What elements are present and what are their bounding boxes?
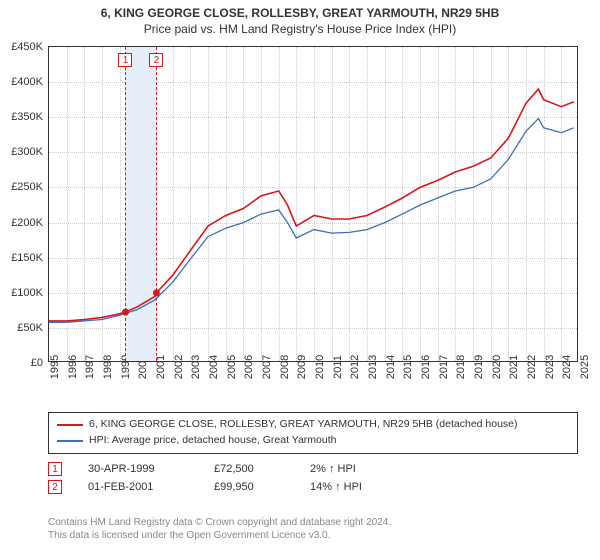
x-tick-label: 2025 bbox=[579, 355, 591, 379]
legend: 6, KING GEORGE CLOSE, ROLLESBY, GREAT YA… bbox=[48, 412, 578, 454]
marker-dot bbox=[122, 309, 129, 316]
chart-container: { "title_line1": "6, KING GEORGE CLOSE, … bbox=[0, 0, 600, 560]
y-tick-label: £400K bbox=[11, 76, 43, 88]
legend-swatch bbox=[57, 440, 83, 442]
marker-price: £72,500 bbox=[214, 463, 284, 475]
plot-area: £0£50K£100K£150K£200K£250K£300K£350K£400… bbox=[48, 46, 578, 362]
footer-attribution: Contains HM Land Registry data © Crown c… bbox=[48, 516, 391, 542]
legend-label: 6, KING GEORGE CLOSE, ROLLESBY, GREAT YA… bbox=[89, 417, 518, 433]
marker-dot bbox=[153, 289, 160, 296]
marker-data-row: 1 30-APR-1999 £72,500 2% ↑ HPI bbox=[48, 462, 362, 476]
chart-svg bbox=[49, 47, 579, 363]
marker-pct: 2% ↑ HPI bbox=[310, 463, 356, 475]
chart-title-line2: Price paid vs. HM Land Registry's House … bbox=[0, 22, 600, 40]
y-tick-label: £250K bbox=[11, 181, 43, 193]
legend-item: 6, KING GEORGE CLOSE, ROLLESBY, GREAT YA… bbox=[57, 417, 569, 433]
marker-date: 01-FEB-2001 bbox=[88, 481, 188, 493]
legend-item: HPI: Average price, detached house, Grea… bbox=[57, 433, 569, 449]
marker-data-row: 2 01-FEB-2001 £99,950 14% ↑ HPI bbox=[48, 480, 362, 494]
marker-price: £99,950 bbox=[214, 481, 284, 493]
y-tick-label: £450K bbox=[11, 41, 43, 53]
marker-id-box: 1 bbox=[48, 462, 62, 476]
y-tick-label: £350K bbox=[11, 111, 43, 123]
chart-title-line1: 6, KING GEORGE CLOSE, ROLLESBY, GREAT YA… bbox=[0, 0, 600, 22]
legend-swatch bbox=[57, 424, 83, 426]
series-line bbox=[49, 119, 574, 323]
legend-label: HPI: Average price, detached house, Grea… bbox=[89, 433, 336, 449]
y-tick-label: £200K bbox=[11, 217, 43, 229]
footer-line2: This data is licensed under the Open Gov… bbox=[48, 529, 391, 542]
y-tick-label: £150K bbox=[11, 252, 43, 264]
y-tick-label: £0 bbox=[31, 357, 43, 369]
marker-data-table: 1 30-APR-1999 £72,500 2% ↑ HPI 2 01-FEB-2001 £… bbox=[48, 462, 362, 498]
marker-date: 30-APR-1999 bbox=[88, 463, 188, 475]
y-tick-label: £100K bbox=[11, 287, 43, 299]
y-tick-label: £50K bbox=[17, 322, 43, 334]
footer-line1: Contains HM Land Registry data © Crown c… bbox=[48, 516, 391, 529]
series-line bbox=[49, 89, 574, 321]
marker-id-box: 2 bbox=[48, 480, 62, 494]
marker-pct: 14% ↑ HPI bbox=[310, 481, 362, 493]
y-tick-label: £300K bbox=[11, 146, 43, 158]
